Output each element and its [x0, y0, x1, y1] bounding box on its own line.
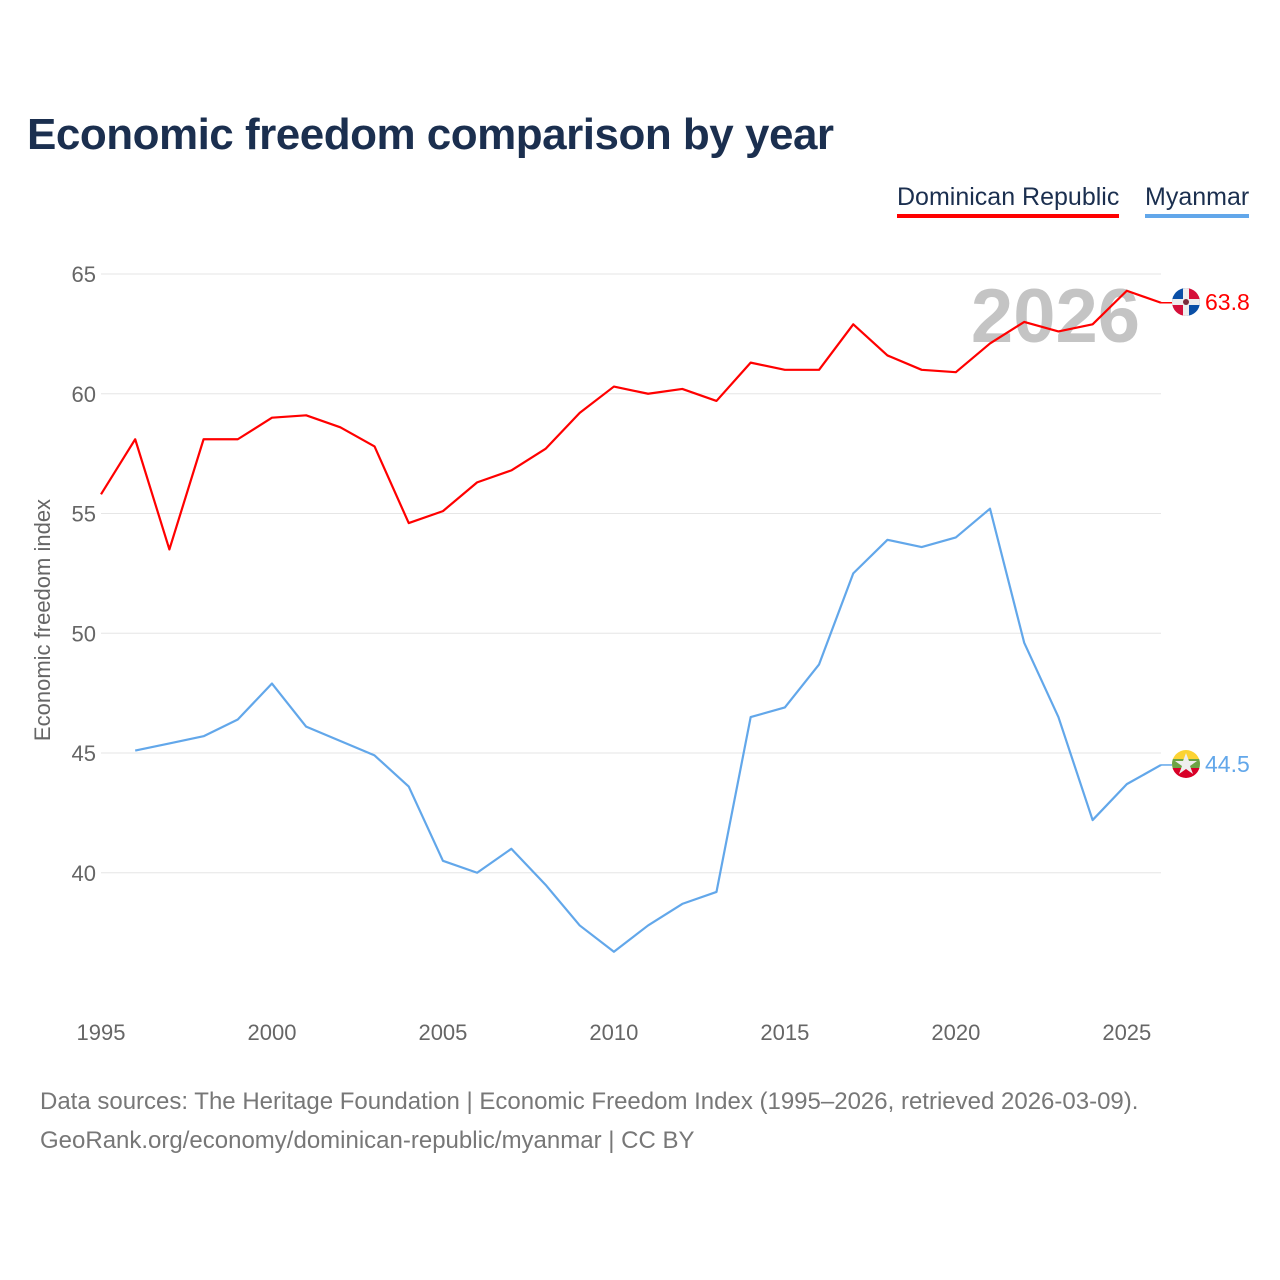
- y-axis-label: Economic freedom index: [30, 499, 55, 741]
- x-tick-label: 2025: [1102, 1020, 1151, 1045]
- series-line-dominican-republic: [100, 289, 1162, 551]
- end-label-dominican-republic: 63.8: [1205, 289, 1250, 315]
- x-tick-label: 2015: [760, 1020, 809, 1045]
- legend-myanmar[interactable]: Myanmar: [1145, 183, 1250, 218]
- y-tick-label: 55: [72, 502, 96, 527]
- footer-attribution[interactable]: GeoRank.org/economy/dominican-republic/m…: [40, 1127, 695, 1154]
- x-tick-label: 2010: [589, 1020, 638, 1045]
- x-tick-label: 2005: [418, 1020, 467, 1045]
- x-tick-label: 1995: [77, 1020, 126, 1045]
- chart-title: Economic freedom comparison by year: [27, 110, 834, 159]
- y-tick-label: 40: [72, 861, 96, 886]
- footer-sources: Data sources: The Heritage Foundation | …: [40, 1088, 1139, 1115]
- y-tick-label: 60: [72, 382, 96, 407]
- myanmar-flag-icon: [1172, 750, 1200, 778]
- y-tick-label: 50: [72, 621, 96, 646]
- y-tick-label: 45: [72, 741, 96, 766]
- end-label-myanmar: 44.5: [1205, 751, 1250, 777]
- y-tick-label: 65: [72, 262, 96, 287]
- year-watermark: 2026: [971, 274, 1140, 359]
- dominican-republic-flag-icon: [1172, 288, 1200, 316]
- x-tick-label: 2020: [931, 1020, 980, 1045]
- legend-dominican-republic[interactable]: Dominican Republic: [897, 183, 1120, 218]
- series-line-myanmar: [134, 507, 1162, 953]
- x-tick-label: 2000: [247, 1020, 296, 1045]
